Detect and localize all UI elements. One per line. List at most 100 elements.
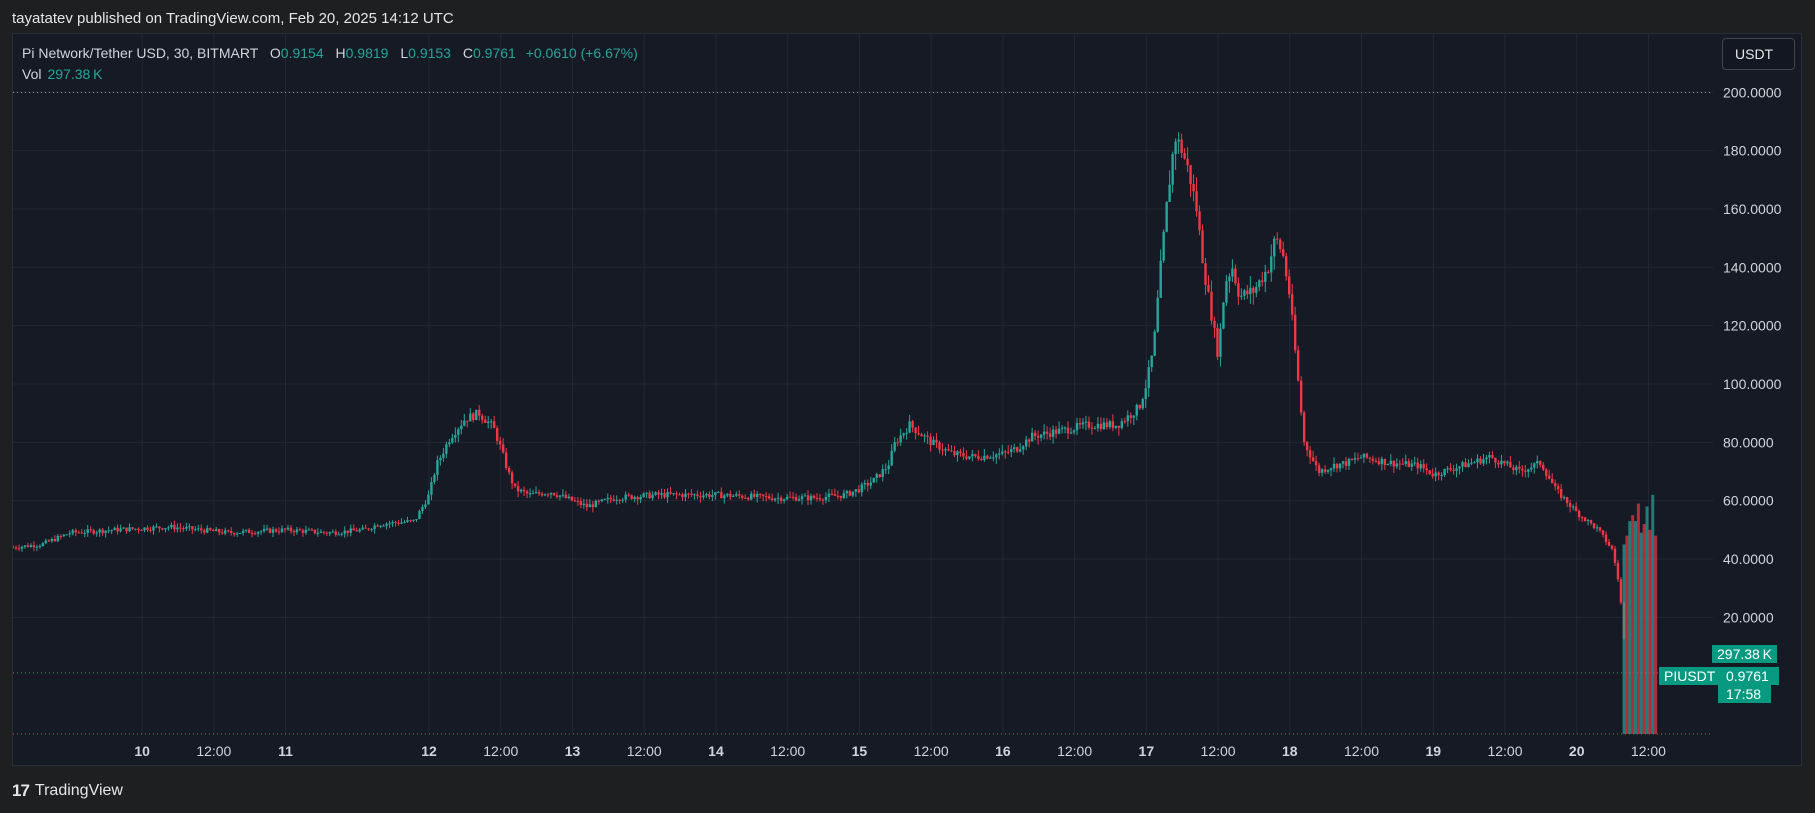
chart-panel[interactable]: 200.0000 180.0000 160.0000 140.0000 120.0000… <box>12 33 1802 766</box>
candle-body <box>215 529 218 532</box>
candle-body <box>1314 460 1318 466</box>
y-tick-label: 80.0000 <box>1723 434 1774 450</box>
candle-body <box>62 534 66 537</box>
candle-body <box>125 527 128 532</box>
candle-body <box>361 527 364 530</box>
candle-body <box>519 489 523 492</box>
candle-body <box>624 494 627 500</box>
candle-body <box>750 493 753 500</box>
candle-body <box>146 527 149 531</box>
x-tick-label: 13 <box>565 743 581 759</box>
candle-body <box>1249 287 1252 295</box>
candle-body <box>657 492 660 495</box>
candle-body <box>1562 497 1566 499</box>
candle-body <box>1383 458 1387 465</box>
candle-body <box>531 493 535 495</box>
candle-body <box>1099 423 1103 430</box>
candle-body <box>630 495 633 500</box>
candle-body <box>558 495 562 497</box>
candle-body <box>600 499 603 502</box>
candle-body <box>50 538 54 542</box>
candle-body <box>1252 287 1255 293</box>
candle-body <box>1338 463 1342 469</box>
candle-body <box>104 530 107 534</box>
candle-body <box>911 421 914 428</box>
footer-logo[interactable]: 17 TradingView <box>12 781 123 801</box>
candle-body <box>286 527 290 530</box>
price-chart[interactable]: 200.0000 180.0000 160.0000 140.0000 120.0000… <box>13 34 1803 767</box>
candle-body <box>134 528 137 530</box>
candle-body <box>218 529 221 533</box>
candle-body <box>161 528 164 530</box>
candle-body <box>1246 290 1249 295</box>
candle-body <box>442 453 445 458</box>
candle-body <box>1601 530 1605 535</box>
candle-body <box>26 545 30 548</box>
candle-body <box>917 433 920 435</box>
candle-body <box>1273 238 1276 257</box>
candle-body <box>1530 467 1533 470</box>
candle-body <box>714 492 717 496</box>
candle-body <box>1007 451 1010 453</box>
x-tick-label: 12:00 <box>770 743 805 759</box>
candle-body <box>1589 520 1593 524</box>
candle-body <box>959 451 962 454</box>
candle-body <box>723 495 726 499</box>
candle-body <box>968 456 971 459</box>
candle-body <box>899 435 902 443</box>
candle-body <box>974 454 977 457</box>
candle-body <box>487 421 490 423</box>
candle-body <box>1518 466 1521 469</box>
candle-body <box>376 525 379 527</box>
candle-body <box>1072 430 1076 433</box>
candle-body <box>256 532 260 534</box>
candle-body <box>549 492 553 495</box>
legend-vol-label[interactable]: Vol <box>22 66 42 82</box>
candle-body <box>1141 399 1144 409</box>
candle-body <box>1491 455 1494 458</box>
candle-body <box>941 449 944 451</box>
candle-body <box>947 449 950 451</box>
candle-body <box>1344 461 1348 466</box>
candle-body <box>140 529 143 531</box>
candle-body <box>1568 503 1572 508</box>
candle-body <box>1276 238 1279 240</box>
candle-body <box>424 504 427 507</box>
candle-body <box>1081 422 1085 425</box>
candle-body <box>89 529 92 531</box>
candle-body <box>1001 451 1004 454</box>
candle-body <box>253 533 257 535</box>
candle-body <box>540 493 544 496</box>
legend-symbol[interactable]: Pi Network/Tether USD, 30, BITMART <box>22 45 258 61</box>
candle-body <box>1347 458 1351 466</box>
candle-body <box>666 492 669 498</box>
candle-body <box>1186 158 1189 166</box>
candle-body <box>932 439 935 446</box>
candle-body <box>507 468 511 473</box>
candle-body <box>501 444 505 453</box>
candle-body <box>914 427 917 434</box>
candle-body <box>681 494 684 498</box>
candle-body <box>436 460 439 475</box>
candle-body <box>457 429 460 435</box>
ohlc-legend: Pi Network/Tether USD, 30, BITMART O0.91… <box>22 45 638 61</box>
candle-body <box>908 421 911 433</box>
candle-body <box>1264 271 1267 282</box>
candle-body <box>182 528 185 530</box>
candle-body <box>1311 457 1315 461</box>
candle-body <box>1365 453 1369 458</box>
candle-body <box>579 501 583 505</box>
candle-body <box>1604 534 1608 542</box>
candle-body <box>1299 380 1303 413</box>
volume-bar <box>1625 535 1629 734</box>
candle-body <box>149 530 152 532</box>
candle-body <box>86 529 89 533</box>
candle-body <box>35 546 39 548</box>
candle-body <box>881 469 884 477</box>
currency-button[interactable]: USDT <box>1722 38 1795 70</box>
candle-body <box>29 545 33 548</box>
candle-body <box>322 531 326 533</box>
candle-body <box>893 442 896 451</box>
candle-body <box>1290 294 1294 315</box>
candle-body <box>241 530 245 533</box>
